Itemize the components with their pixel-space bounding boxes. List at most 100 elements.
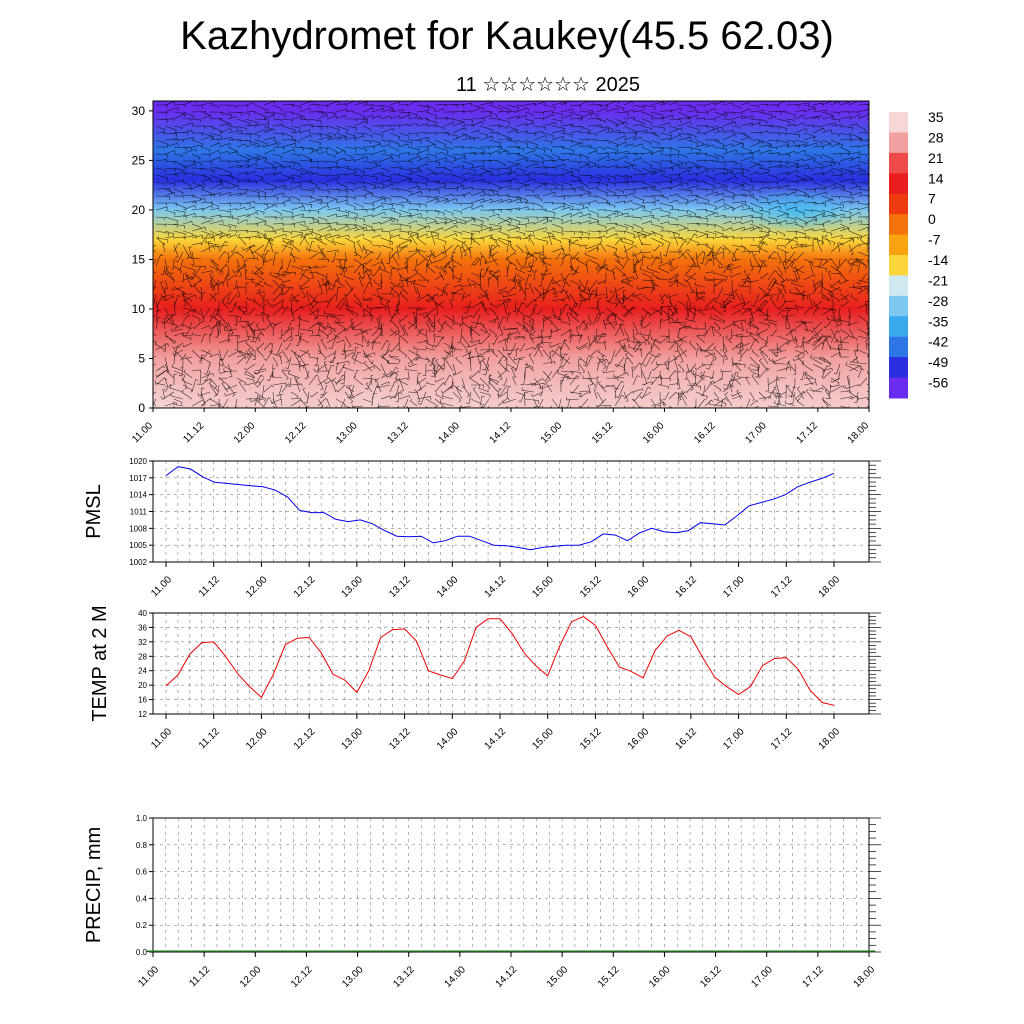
cold-spot xyxy=(737,187,858,232)
x-tick-label: 16.00 xyxy=(626,726,652,752)
precip-bar xyxy=(453,950,467,952)
x-tick-label: 16.12 xyxy=(674,574,700,600)
x-tick-label: 16.12 xyxy=(698,964,724,990)
x-tick-label: 15.00 xyxy=(539,420,565,446)
x-tick-label: 15.12 xyxy=(596,964,622,990)
x-tick-label: 18.00 xyxy=(846,420,872,446)
x-tick-label: 13.00 xyxy=(334,420,360,446)
colorbar-swatch xyxy=(889,132,908,154)
precip-bar xyxy=(325,950,339,952)
precip-bar xyxy=(760,950,774,952)
colorbar-swatch xyxy=(889,336,908,358)
precip-bar xyxy=(709,950,722,952)
precip-chart: 0.0 0.2 0.4 0.6 0.8 1.0 11.00 11.12 12.00 12.12 13… xyxy=(83,814,881,990)
y-tick-label: 0.6 xyxy=(136,868,148,877)
y-tick-label: 28 xyxy=(138,652,147,661)
precip-bar xyxy=(862,950,876,952)
x-tick-label: 11.12 xyxy=(181,420,206,445)
series-line xyxy=(165,616,835,706)
y-tick-label: 24 xyxy=(138,667,147,676)
colorbar-label: 35 xyxy=(928,109,944,125)
precip-bar xyxy=(491,950,505,952)
colorbar-swatch xyxy=(889,214,908,236)
x-tick-label: 14.12 xyxy=(483,574,509,600)
precip-bar xyxy=(172,950,185,952)
y-tick-label: 0.2 xyxy=(136,921,148,930)
precip-bar xyxy=(543,950,556,952)
page-subtitle: 11 ☆☆☆☆☆☆ 2025 xyxy=(456,74,640,96)
warm-spot xyxy=(563,346,694,408)
colorbar-swatch xyxy=(889,255,908,276)
x-tick-label: 11.12 xyxy=(197,574,222,599)
colorbar-label: 14 xyxy=(928,170,944,186)
x-tick-label: 17.00 xyxy=(749,964,775,990)
precip-bar xyxy=(287,950,300,952)
precip-bar xyxy=(785,950,799,952)
x-tick-label: 16.00 xyxy=(641,420,667,446)
precip-bar xyxy=(274,950,288,952)
precip-bar xyxy=(658,950,671,952)
precip-bar xyxy=(402,950,416,952)
temp-2m-chart: 12 16 20 24 28 32 36 40 11.00 11.12 12.00 12.12 13.0… xyxy=(89,605,881,752)
x-tick-label: 15.00 xyxy=(530,726,556,752)
x-tick-label: 18.00 xyxy=(817,726,843,752)
y-tick-label: 0 xyxy=(138,401,145,415)
x-tick-label: 13.00 xyxy=(340,964,366,990)
wind-barbs xyxy=(153,101,869,408)
colorbar-label: -49 xyxy=(928,354,948,370)
colorbar-swatch xyxy=(889,295,908,317)
temperature-cross-section: 0 5 10 15 20 25 30 11.00 11.12 12.00 12.12 13.00 13.… xyxy=(130,100,872,446)
colorbar-label: -28 xyxy=(928,293,948,309)
x-tick-label: 17.12 xyxy=(769,574,795,600)
pmsl-chart: 1002 1005 1008 1011 1014 1017 1020 11.00 11.12 12… xyxy=(83,457,881,600)
colorbar-label: -21 xyxy=(928,272,948,288)
x-tick-label: 15.00 xyxy=(530,574,556,600)
x-tick-label: 11.00 xyxy=(136,964,161,989)
x-tick-label: 12.12 xyxy=(289,964,315,990)
x-tick-label: 17.00 xyxy=(721,574,747,600)
colorbar-swatch xyxy=(889,173,908,195)
heatmap-overlay xyxy=(153,101,869,408)
y-tick-label: 1020 xyxy=(129,457,147,466)
x-tick-label: 11.00 xyxy=(149,726,174,751)
y-tick-label: 25 xyxy=(132,153,146,167)
x-tick-label: 12.00 xyxy=(232,420,258,446)
x-tick-label: 16.12 xyxy=(692,420,718,446)
x-tick-label: 15.12 xyxy=(578,574,604,600)
x-tick-label: 17.00 xyxy=(721,726,747,752)
precip-bar xyxy=(185,950,198,952)
x-tick-label: 15.00 xyxy=(545,964,571,990)
precip-bar xyxy=(734,950,748,952)
colorbar-swatch xyxy=(889,357,908,379)
precip-bar xyxy=(427,950,441,952)
y-tick-label: 12 xyxy=(138,710,147,719)
precip-bar xyxy=(849,950,863,952)
precip-bar xyxy=(837,950,850,952)
x-tick-label: 11.00 xyxy=(130,420,155,445)
precip-bar xyxy=(223,950,237,952)
precip-bar xyxy=(300,950,313,952)
x-tick-label: 14.12 xyxy=(494,964,520,990)
precip-bar xyxy=(683,950,697,952)
y-tick-label: 40 xyxy=(138,609,147,618)
precip-bar xyxy=(645,950,659,952)
precip-bar xyxy=(440,950,454,952)
x-tick-label: 13.12 xyxy=(387,726,413,752)
precip-bar xyxy=(197,950,211,952)
x-tick-label: 17.12 xyxy=(801,964,827,990)
y-tick-label: 20 xyxy=(132,203,146,217)
y-tick-label: 1014 xyxy=(129,491,147,500)
precip-bar xyxy=(504,950,518,952)
colorbar-label: -56 xyxy=(928,375,948,391)
x-tick-label: 11.00 xyxy=(149,574,174,599)
y-tick-label: 0.4 xyxy=(136,894,148,903)
x-tick-label: 12.12 xyxy=(292,574,318,600)
warm-spot xyxy=(461,346,592,408)
x-tick-label: 12.00 xyxy=(244,574,270,600)
precip-bar xyxy=(159,950,173,952)
x-tick-label: 18.00 xyxy=(817,574,843,600)
colorbar-legend: 35 28 21 14 7 0 -7 -14 -21 -28 -35 -42 -49 -56 xyxy=(889,109,948,399)
x-tick-label: 14.12 xyxy=(483,726,509,752)
grid xyxy=(153,461,869,562)
y-axis-label: PRECIP, mm xyxy=(83,827,105,943)
